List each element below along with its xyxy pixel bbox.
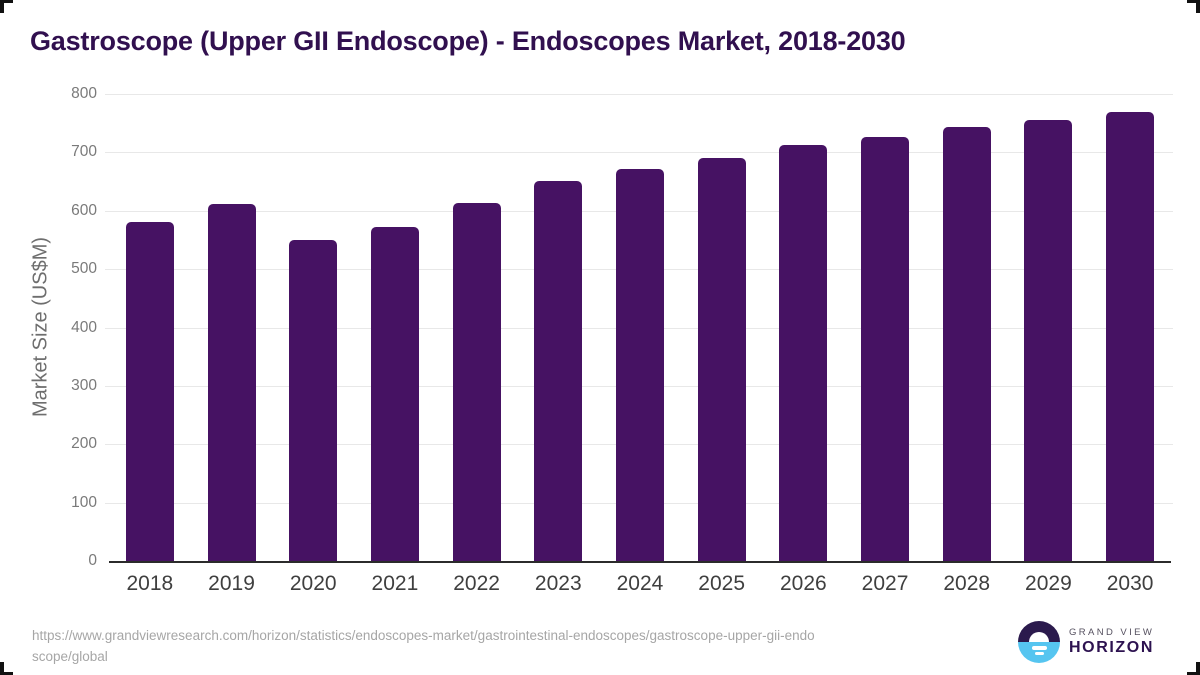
logo-reflection-bar-1: [1032, 646, 1047, 650]
bar-slot-2029: [1008, 94, 1090, 561]
bar-slot-2030: [1089, 94, 1171, 561]
corner-mark-top-right: [1187, 0, 1200, 13]
bar-2019: [207, 204, 256, 561]
bar-2022: [452, 202, 501, 561]
bar-slot-2026: [763, 94, 845, 561]
source-url-line2: scope/global: [32, 649, 108, 664]
grand-view-horizon-logo: GRAND VIEW HORIZON: [1018, 621, 1154, 663]
bar-2026: [779, 145, 828, 561]
logo-product-name: HORIZON: [1069, 639, 1154, 656]
bar-2029: [1024, 120, 1073, 561]
logo-brand-name: GRAND VIEW: [1069, 627, 1155, 638]
bar-2027: [861, 136, 910, 561]
bar-2028: [942, 126, 991, 561]
x-tick-label-2018: 2018: [126, 572, 174, 595]
logo-wordmark: GRAND VIEW HORIZON: [1069, 627, 1154, 657]
corner-mark-bottom-left: [0, 662, 13, 675]
y-tick-label-100: 100: [71, 493, 97, 511]
x-tick-label-2024: 2024: [616, 572, 664, 595]
bar-slot-2025: [681, 94, 763, 561]
logo-sun-shape: [1029, 632, 1049, 642]
bar-chart-plot-area: [105, 94, 1173, 563]
bars-layer: [109, 94, 1171, 561]
bar-slot-2023: [517, 94, 599, 561]
x-tick-label-2022: 2022: [453, 572, 500, 595]
y-tick-label-500: 500: [71, 260, 97, 278]
x-tick-label-2025: 2025: [698, 572, 746, 595]
bar-slot-2020: [272, 94, 354, 561]
bar-slot-2027: [844, 94, 926, 561]
bar-2023: [534, 180, 583, 561]
source-url: https://www.grandviewresearch.com/horizo…: [32, 625, 962, 667]
x-tick-label-2023: 2023: [534, 572, 582, 595]
y-tick-label-400: 400: [71, 318, 97, 336]
x-tick-label-2021: 2021: [371, 572, 419, 595]
bar-slot-2028: [926, 94, 1008, 561]
bar-2021: [370, 226, 419, 561]
x-axis-baseline: [109, 561, 1171, 563]
bar-slot-2018: [109, 94, 191, 561]
y-tick-label-600: 600: [71, 201, 97, 219]
x-tick-label-2030: 2030: [1106, 572, 1154, 595]
corner-mark-top-left: [0, 0, 13, 13]
logo-sky-half: [1018, 621, 1060, 642]
bar-2018: [125, 222, 174, 561]
y-tick-label-800: 800: [71, 85, 97, 102]
x-tick-label-2020: 2020: [289, 572, 337, 595]
x-tick-label-2026: 2026: [779, 572, 827, 595]
y-tick-label-700: 700: [71, 143, 97, 161]
x-tick-label-2019: 2019: [208, 572, 255, 595]
x-tick-label-2029: 2029: [1025, 572, 1072, 595]
y-tick-label-200: 200: [71, 435, 97, 453]
gridline-800: [105, 94, 1173, 95]
bar-slot-2024: [599, 94, 681, 561]
bar-2020: [289, 239, 338, 561]
bar-slot-2021: [354, 94, 436, 561]
corner-mark-bottom-right: [1187, 662, 1200, 675]
gridline-700: [105, 152, 1173, 154]
bar-slot-2019: [191, 94, 273, 561]
horizon-sunrise-icon: [1018, 621, 1060, 663]
x-tick-label-2028: 2028: [943, 572, 991, 595]
bar-slot-2022: [436, 94, 518, 561]
y-tick-label-300: 300: [71, 376, 97, 394]
bar-2025: [697, 157, 746, 561]
y-tick-label-0: 0: [88, 552, 97, 569]
bar-2024: [615, 168, 664, 561]
source-url-line1: https://www.grandviewresearch.com/horizo…: [32, 628, 815, 643]
x-tick-label-2027: 2027: [861, 572, 909, 595]
bar-2030: [1106, 112, 1155, 561]
logo-reflection-bar-2: [1035, 652, 1044, 655]
x-axis-tick-labels: 2018 2019 2020 2021 2022 2023 2024 2025 2026 2027…: [109, 572, 1171, 596]
chart-title: Gastroscope (Upper GII Endoscope) - Endo…: [30, 26, 906, 56]
